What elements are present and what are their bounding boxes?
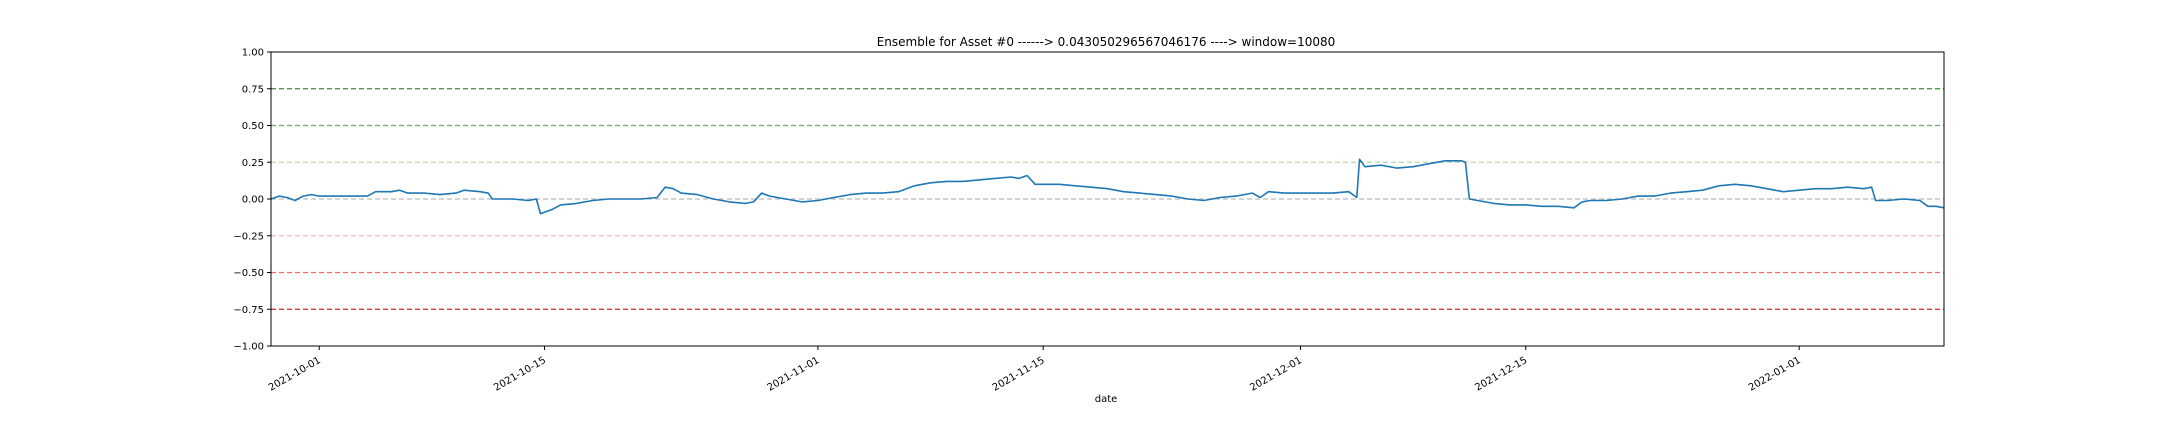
series-group [270,158,1945,215]
y-tick-label: 0.50 [242,121,264,132]
x-tick-label: 2021-11-01 [766,355,822,394]
x-axis-label: date [1095,394,1118,405]
y-tick-label: −0.50 [233,268,264,279]
y-tick-label: −0.25 [233,231,264,242]
plot-frame [270,51,1945,347]
y-tick-label: −1.00 [233,342,264,353]
chart-title: Ensemble for Asset #0 ------> 0.04305029… [877,35,1336,49]
reference-lines [271,88,1944,310]
y-tick-label: 0.00 [242,195,264,206]
x-axis: 2021-10-01 2021-10-15 2021-11-01 2021-11-15… [267,346,1803,394]
x-tick-label: 2021-12-15 [1473,355,1529,394]
x-tick-label: 2022-01-01 [1747,355,1803,394]
x-tick-label: 2021-11-15 [991,355,1047,394]
y-tick-label: 0.75 [242,84,264,95]
x-tick-label: 2021-10-15 [492,355,548,394]
y-axis: 1.00 0.75 0.50 0.25 0.00 −0.25 −0.50 −0.75 −1.00 [233,48,271,353]
y-tick-label: 0.25 [242,158,264,169]
y-tick-label: −0.75 [233,305,264,316]
y-tick-label: 1.00 [242,48,264,59]
x-tick-label: 2021-10-01 [267,355,323,394]
series-line-0 [270,158,1945,215]
x-tick-label: 2021-12-01 [1248,355,1304,394]
